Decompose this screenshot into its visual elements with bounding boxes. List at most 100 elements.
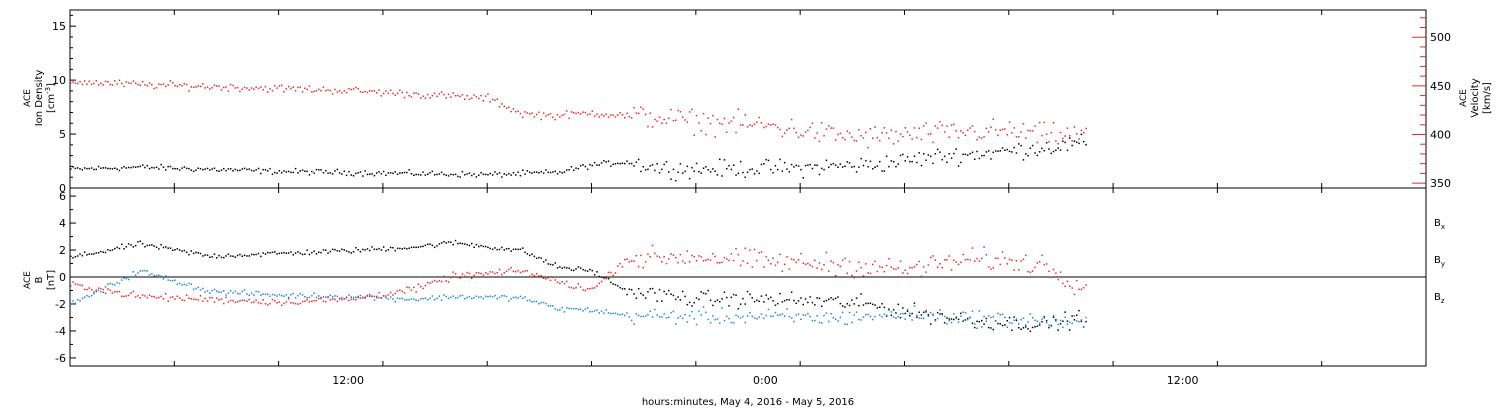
data-point (427, 243, 429, 245)
data-point (162, 246, 165, 249)
data-point (250, 87, 253, 89)
data-point (596, 164, 598, 166)
data-point (971, 151, 974, 154)
data-point (853, 303, 855, 305)
data-point (531, 112, 533, 114)
data-point (579, 113, 582, 115)
data-point (1045, 133, 1048, 136)
data-point (556, 267, 559, 269)
data-point (726, 131, 728, 133)
data-point (1057, 323, 1059, 326)
data-point (790, 258, 793, 260)
data-point (756, 259, 758, 262)
data-point (584, 289, 587, 292)
data-point (183, 83, 186, 85)
data-point (654, 252, 656, 255)
data-point (967, 258, 969, 261)
data-point (185, 251, 188, 253)
data-point (466, 296, 468, 299)
data-point (264, 303, 267, 305)
data-point (540, 301, 542, 304)
data-point (542, 172, 545, 174)
data-point (450, 96, 452, 98)
data-point (670, 311, 672, 314)
data-point (83, 80, 86, 82)
data-point (545, 259, 547, 261)
data-point (195, 287, 197, 290)
data-point (876, 270, 879, 273)
data-point (834, 164, 837, 166)
data-point (744, 303, 746, 305)
data-point (111, 168, 114, 170)
data-point (930, 323, 932, 325)
data-point (127, 82, 130, 84)
data-point (927, 133, 930, 135)
data-point (503, 249, 505, 251)
data-point (589, 113, 591, 115)
data-point (772, 123, 774, 125)
data-point (123, 165, 125, 168)
data-point (389, 296, 392, 298)
data-point (371, 295, 373, 297)
data-point (299, 86, 301, 88)
data-point (997, 312, 999, 315)
data-point (1052, 150, 1055, 153)
data-point (605, 113, 607, 115)
data-point (630, 319, 633, 322)
data-point (547, 277, 549, 279)
data-point (728, 122, 730, 124)
data-point (658, 116, 661, 118)
data-point (79, 300, 81, 302)
data-point (946, 323, 948, 325)
data-point (976, 138, 978, 141)
data-point (417, 173, 420, 176)
data-point (899, 154, 902, 157)
data-point (582, 268, 584, 271)
data-point (670, 108, 672, 111)
data-point (102, 84, 104, 86)
data-point (760, 251, 763, 253)
data-point (311, 251, 313, 254)
top-y2label: ACE Velocity [km/s] (1459, 78, 1493, 117)
data-point (1043, 263, 1045, 266)
data-point (403, 171, 406, 174)
data-point (994, 150, 997, 152)
data-point (790, 317, 793, 319)
data-point (702, 112, 705, 115)
data-point (141, 80, 144, 83)
data-point (97, 84, 100, 86)
data-point (892, 161, 895, 163)
x-axis-tick-labels: 12:00 0:00 12:00 (332, 374, 1198, 387)
data-point (394, 301, 396, 303)
data-point (617, 285, 619, 287)
data-point (802, 303, 804, 306)
data-point (732, 116, 735, 119)
data-point (1055, 149, 1057, 151)
data-point (749, 293, 751, 296)
data-point (202, 287, 204, 290)
data-point (459, 295, 461, 297)
data-point (621, 162, 624, 164)
data-point (950, 318, 953, 320)
data-point (81, 169, 84, 171)
data-point (229, 83, 232, 86)
data-point (264, 253, 267, 255)
data-point (185, 284, 188, 287)
data-point (482, 297, 485, 300)
data-point (777, 168, 779, 171)
data-point (355, 296, 357, 298)
data-point (178, 297, 181, 299)
data-point (192, 252, 195, 255)
data-point (438, 173, 441, 175)
data-point (800, 318, 802, 320)
data-point (380, 173, 383, 175)
data-point (109, 282, 111, 285)
data-point (1048, 141, 1050, 143)
data-point (610, 165, 612, 167)
data-point (677, 261, 679, 264)
data-point (691, 108, 693, 111)
data-point (593, 274, 596, 276)
data-point (656, 163, 658, 165)
data-point (837, 296, 839, 298)
data-point (897, 303, 899, 306)
